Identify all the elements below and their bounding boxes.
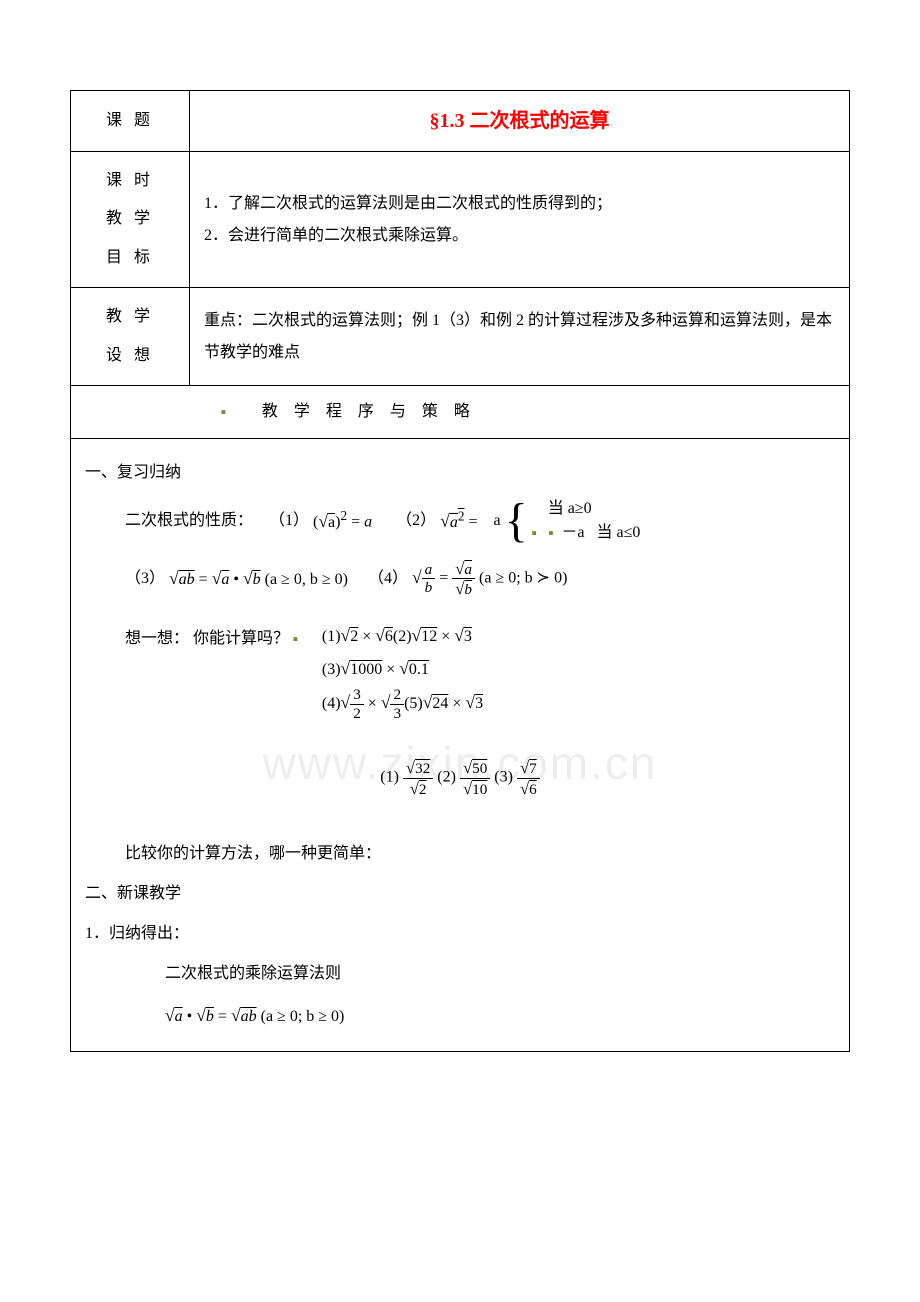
row-design-content: 重点：二次根式的运算法则；例 1（3）和例 2 的计算过程涉及多种运算和运算法则… bbox=[190, 288, 850, 386]
g1-line2: (3)√1000 × √0.1 bbox=[322, 652, 483, 685]
g1-e5-label: (5) bbox=[404, 695, 423, 712]
think-row: 想一想： 你能计算吗？ ■ (1)√2 × √6(2)√12 × √3 (3)√… bbox=[85, 619, 835, 722]
g1-e2-label: (2) bbox=[393, 628, 412, 645]
prop3-cond: (a ≥ 0, b ≥ 0) bbox=[265, 571, 348, 588]
row-goal-label: 课 时教 学目 标 bbox=[71, 152, 190, 288]
prop2-rhs-a: a bbox=[494, 505, 501, 537]
cond-a: 当 a≥0 bbox=[548, 500, 592, 517]
exercise-group-1: (1)√2 × √6(2)√12 × √3 (3)√1000 × √0.1 (4… bbox=[322, 619, 483, 722]
row-goal-content: 1．了解二次根式的运算法则是由二次根式的性质得到的； 2．会进行简单的二次根式乘… bbox=[190, 152, 850, 288]
prop2-lhs: √a2 = bbox=[440, 503, 477, 539]
brace-icon: { bbox=[505, 499, 528, 542]
goal-line-2: 2．会进行简单的二次根式乘除运算。 bbox=[204, 220, 835, 252]
g1-e1-label: (1) bbox=[322, 628, 341, 645]
section2-sub1: 1．归纳得出： bbox=[85, 918, 835, 950]
lesson-title: §1.3 二次根式的运算 bbox=[204, 101, 835, 141]
cond-b: 当 a≤0 bbox=[596, 524, 640, 541]
section2-heading: 二、新课教学 bbox=[85, 878, 835, 910]
g2-e1: √32√2 bbox=[403, 758, 433, 798]
decor-dot-icon: ■ bbox=[549, 528, 554, 537]
props-line-1: 二次根式的性质： （1） (√a)2 = a （2） √a2 = a { 当 a… bbox=[85, 497, 835, 545]
g2-e2: √50√10 bbox=[460, 758, 490, 798]
think-text: 你能计算吗？ bbox=[193, 630, 289, 647]
prop4-label: （4） bbox=[368, 563, 408, 595]
section1-heading: 一、复习归纳 bbox=[85, 457, 835, 489]
g2-e3-label: (3) bbox=[494, 769, 513, 786]
g1-line1: (1)√2 × √6(2)√12 × √3 bbox=[322, 619, 483, 652]
g1-e3-label: (3) bbox=[322, 661, 341, 678]
compare-text: 比较你的计算方法，哪一种更简单： bbox=[85, 838, 835, 870]
row-topic-label: 课 题 bbox=[71, 91, 190, 152]
exercise-group-2: (1) √32√2 (2) √50√10 (3) √7√6 bbox=[85, 758, 835, 798]
g1-line3: (4)√32 × √23(5)√24 × √3 bbox=[322, 686, 483, 722]
prop2-label: （2） bbox=[396, 505, 436, 537]
rule-cond: (a ≥ 0; b ≥ 0) bbox=[261, 1008, 345, 1025]
prop1-formula: (√a)2 = a bbox=[313, 503, 372, 539]
props-intro: 二次根式的性质： bbox=[125, 505, 253, 537]
prop4-cond: (a ≥ 0; b ≻ 0) bbox=[479, 570, 567, 587]
decor-dot-icon: ■ bbox=[532, 528, 537, 537]
row-topic-title-cell: §1.3 二次根式的运算 bbox=[190, 91, 850, 152]
goal-label-text: 课 时教 学目 标 bbox=[106, 172, 154, 266]
prop1-label: （1） bbox=[269, 505, 309, 537]
decor-dot-icon: ■ bbox=[293, 634, 298, 643]
props-line-2: （3） √ab = √a • √b (a ≥ 0, b ≥ 0) （4） √ab… bbox=[85, 559, 835, 599]
g2-e2-label: (2) bbox=[437, 769, 456, 786]
rule-formula: √a • √b = √ab (a ≥ 0; b ≥ 0) bbox=[85, 998, 835, 1033]
rule-title: 二次根式的乘除运算法则 bbox=[85, 958, 835, 990]
prop3-label: （3） bbox=[125, 563, 165, 595]
prop2-rhs-b: －a bbox=[561, 524, 584, 541]
g2-e1-label: (1) bbox=[380, 769, 399, 786]
row-design-label: 教 学设 想 bbox=[71, 288, 190, 386]
prop3-formula: √ab = √a • √b (a ≥ 0, b ≥ 0) bbox=[169, 561, 348, 596]
design-label-text: 教 学设 想 bbox=[106, 308, 154, 363]
decor-dot-icon: ■ bbox=[221, 407, 232, 416]
goal-line-1: 1．了解二次根式的运算法则是由二次根式的性质得到的； bbox=[204, 188, 835, 220]
g1-e4-label: (4) bbox=[322, 695, 341, 712]
row-procedure-header: ■ 教 学 程 序 与 策 略 bbox=[71, 385, 850, 438]
content-body: www.zixin.com.cn 一、复习归纳 二次根式的性质： （1） (√a… bbox=[71, 438, 850, 1051]
think-label: 想一想： bbox=[125, 630, 189, 647]
procedure-header-text: 教 学 程 序 与 策 略 bbox=[262, 403, 476, 420]
prop2-conditions: 当 a≥0 ■ ■ －a 当 a≤0 bbox=[532, 497, 641, 545]
g2-e3: √7√6 bbox=[517, 758, 540, 798]
prop4-formula: √ab = √a√b (a ≥ 0; b ≻ 0) bbox=[412, 559, 567, 599]
